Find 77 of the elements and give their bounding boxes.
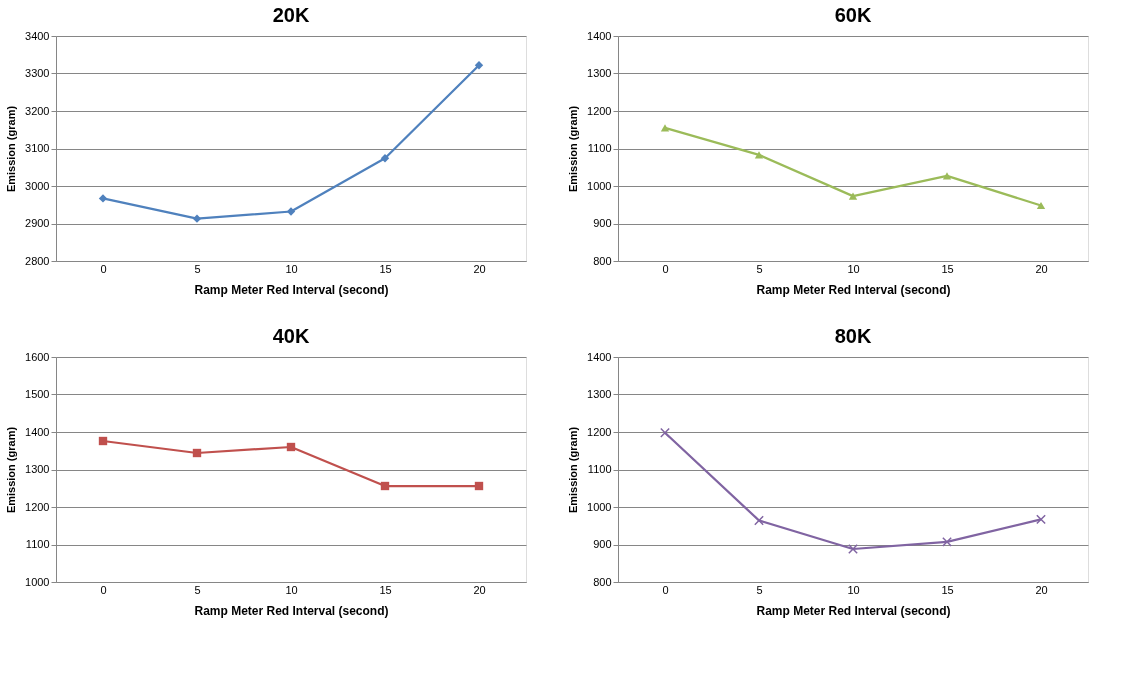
y-tick-label: 900 xyxy=(593,538,612,550)
y-tick-label: 1600 xyxy=(25,350,50,363)
x-tick-label: 0 xyxy=(100,262,107,275)
x-tick-label: 10 xyxy=(847,262,860,275)
y-tick-label: 2900 xyxy=(25,217,50,229)
y-tick-label: 1000 xyxy=(25,575,50,588)
x-tick-label: 0 xyxy=(662,262,669,275)
x-tick-label: 0 xyxy=(100,583,107,596)
x-tick-label: 20 xyxy=(473,583,486,596)
point xyxy=(192,448,202,458)
point xyxy=(660,427,670,438)
x-tick-label: 20 xyxy=(473,262,486,275)
chart-title: 20K xyxy=(272,4,310,26)
point xyxy=(1036,514,1046,525)
x-tick-label: 10 xyxy=(285,583,298,596)
x-tick-label: 15 xyxy=(941,583,954,596)
y-tick-label: 1200 xyxy=(587,104,612,117)
y-tick-label: 3200 xyxy=(25,104,50,117)
y-tick-label: 3100 xyxy=(25,142,50,154)
chart-title: 80K xyxy=(834,325,872,347)
point xyxy=(98,194,108,203)
y-tick-label: 1100 xyxy=(587,463,612,475)
x-tick-label: 20 xyxy=(1035,262,1048,275)
point xyxy=(380,481,390,491)
y-axis-title: Emission (gram) xyxy=(5,426,18,514)
y-tick-label: 800 xyxy=(593,254,612,267)
point xyxy=(754,515,764,526)
x-axis-title: Ramp Meter Red Interval (second) xyxy=(756,282,951,297)
point xyxy=(192,214,202,223)
y-tick-label: 1400 xyxy=(587,350,612,363)
chart-title: 60K xyxy=(834,4,872,26)
point xyxy=(380,154,390,163)
y-tick-label: 2800 xyxy=(25,254,50,267)
x-axis-title: Ramp Meter Red Interval (second) xyxy=(194,282,389,297)
y-axis-title: Emission (gram) xyxy=(5,105,18,193)
point xyxy=(474,481,484,491)
x-tick-label: 5 xyxy=(756,262,763,275)
y-axis-title: Emission (gram) xyxy=(567,426,580,514)
y-tick-label: 1300 xyxy=(587,67,612,79)
y-tick-label: 800 xyxy=(593,575,612,588)
y-tick-label: 3300 xyxy=(25,67,50,79)
x-tick-label: 0 xyxy=(662,583,669,596)
x-tick-label: 20 xyxy=(1035,583,1048,596)
point xyxy=(286,442,296,452)
point xyxy=(474,61,484,70)
y-tick-label: 3000 xyxy=(25,179,50,192)
x-axis-title: Ramp Meter Red Interval (second) xyxy=(756,603,951,618)
x-tick-label: 5 xyxy=(194,262,201,275)
y-tick-label: 1300 xyxy=(25,463,50,475)
y-tick-label: 1400 xyxy=(25,425,50,438)
point xyxy=(286,207,296,216)
y-tick-label: 1300 xyxy=(587,388,612,400)
x-tick-label: 15 xyxy=(379,262,392,275)
x-axis-title: Ramp Meter Red Interval (second) xyxy=(194,603,389,618)
x-tick-label: 5 xyxy=(194,583,201,596)
point xyxy=(1036,201,1046,210)
y-tick-label: 1100 xyxy=(587,142,612,154)
y-tick-label: 1500 xyxy=(25,388,50,400)
x-tick-label: 5 xyxy=(756,583,763,596)
x-tick-label: 10 xyxy=(847,583,860,596)
chart-title: 40K xyxy=(272,325,310,347)
y-axis-title: Emission (gram) xyxy=(567,105,580,193)
point xyxy=(848,544,858,554)
y-tick-label: 1000 xyxy=(587,179,612,192)
point xyxy=(942,536,952,547)
y-tick-label: 1200 xyxy=(587,425,612,438)
y-tick-label: 1100 xyxy=(25,538,50,550)
y-tick-label: 900 xyxy=(593,217,612,229)
y-tick-label: 3400 xyxy=(25,29,50,42)
point xyxy=(848,192,858,200)
point xyxy=(98,436,108,446)
x-tick-label: 10 xyxy=(285,262,298,275)
x-tick-label: 15 xyxy=(941,262,954,275)
y-tick-label: 1200 xyxy=(25,500,50,513)
y-tick-label: 1400 xyxy=(587,29,612,42)
y-tick-label: 1000 xyxy=(587,500,612,513)
x-tick-label: 15 xyxy=(379,583,392,596)
